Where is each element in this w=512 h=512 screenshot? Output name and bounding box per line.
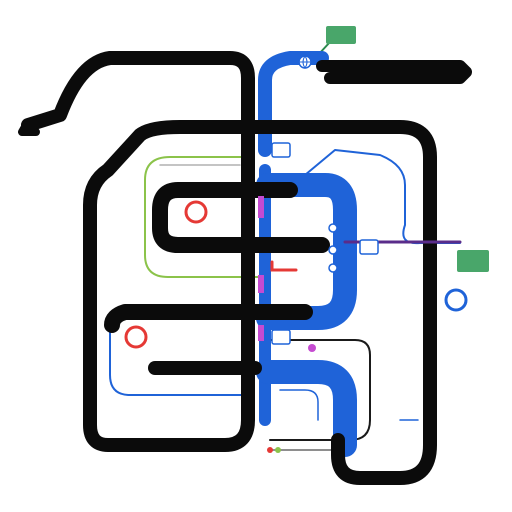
dot-marker xyxy=(267,447,273,453)
magenta-segment-lower xyxy=(258,325,264,341)
dot-marker xyxy=(308,344,316,352)
blue-corridor-loop-upper xyxy=(256,173,357,330)
blue-corridors xyxy=(256,51,357,457)
callout-top xyxy=(326,26,356,44)
globe-icon xyxy=(298,55,312,69)
square-node-icon xyxy=(271,142,291,158)
red-bracket xyxy=(270,260,298,272)
callout-top-box xyxy=(326,26,356,44)
black-inner-loop xyxy=(152,182,330,253)
blue-corridor-top xyxy=(258,51,329,157)
markers xyxy=(124,55,468,453)
dark-route-inner xyxy=(269,339,371,441)
black-outer-loop xyxy=(21,51,437,485)
black-top-right-spur xyxy=(316,60,472,84)
callout-right-box xyxy=(457,250,489,272)
black-left-terminal xyxy=(18,121,40,136)
callout-right xyxy=(457,250,489,272)
black-middle-bar xyxy=(104,304,313,333)
blue-corridor-loop-lower xyxy=(256,360,357,457)
dot-marker xyxy=(275,447,281,453)
circle-marker-icon xyxy=(184,200,208,224)
square-node-icon xyxy=(359,239,379,255)
magenta-segment-upper xyxy=(258,196,264,218)
dot-marker xyxy=(328,223,338,233)
black-main-lines xyxy=(18,51,472,485)
magenta-segment-middle xyxy=(258,275,264,293)
blue-short-route xyxy=(279,389,319,421)
dot-marker xyxy=(328,263,338,273)
thin-routes xyxy=(109,41,461,451)
circle-marker-icon xyxy=(444,288,468,312)
square-node-icon xyxy=(271,329,291,345)
green-route xyxy=(144,156,261,278)
blue-route-left xyxy=(109,319,246,396)
dot-marker xyxy=(328,245,338,255)
circle-marker-icon xyxy=(124,325,148,349)
